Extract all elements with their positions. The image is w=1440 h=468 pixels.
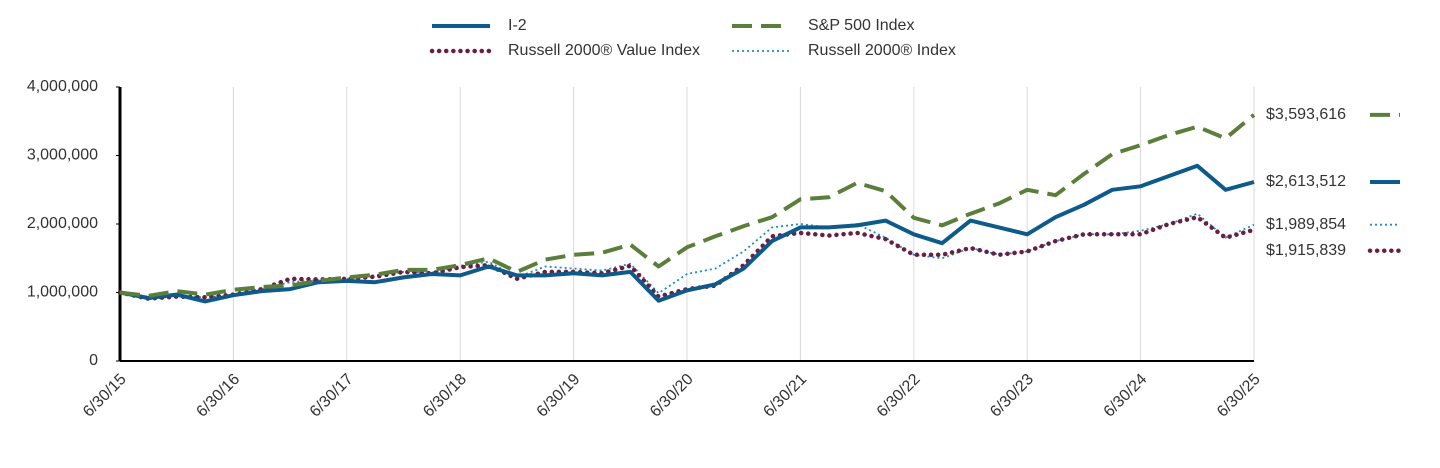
x-tick-label: 6/30/24 <box>1101 371 1151 421</box>
x-tick-label: 6/30/25 <box>1214 371 1264 421</box>
x-tick-label: 6/30/16 <box>193 371 243 421</box>
end-label: $1,915,839 <box>1266 242 1346 259</box>
y-tick-label: 4,000,000 <box>27 78 98 95</box>
x-tick-label: 6/30/17 <box>307 371 357 421</box>
legend-label: Russell 2000® Index <box>808 42 956 59</box>
x-tick-label: 6/30/22 <box>874 371 924 421</box>
end-label: $3,593,616 <box>1266 106 1346 123</box>
legend-label: S&P 500 Index <box>808 17 914 34</box>
y-tick-label: 1,000,000 <box>27 284 98 301</box>
x-tick-label: 6/30/23 <box>987 371 1037 421</box>
y-tick-label: 2,000,000 <box>27 215 98 232</box>
y-tick-label: 0 <box>89 352 98 369</box>
end-label: $2,613,512 <box>1266 173 1346 190</box>
series-line <box>119 163 1255 304</box>
series-line <box>119 113 1256 298</box>
legend-label: I-2 <box>508 17 527 34</box>
legend-label: Russell 2000® Value Index <box>508 42 700 59</box>
x-tick-label: 6/30/15 <box>80 371 130 421</box>
end-label: $1,989,854 <box>1266 216 1346 233</box>
x-tick-label: 6/30/20 <box>647 371 697 421</box>
x-tick-label: 6/30/21 <box>760 371 810 421</box>
x-tick-label: 6/30/18 <box>420 371 470 421</box>
x-tick-label: 6/30/19 <box>534 371 584 421</box>
y-tick-label: 3,000,000 <box>27 147 98 164</box>
